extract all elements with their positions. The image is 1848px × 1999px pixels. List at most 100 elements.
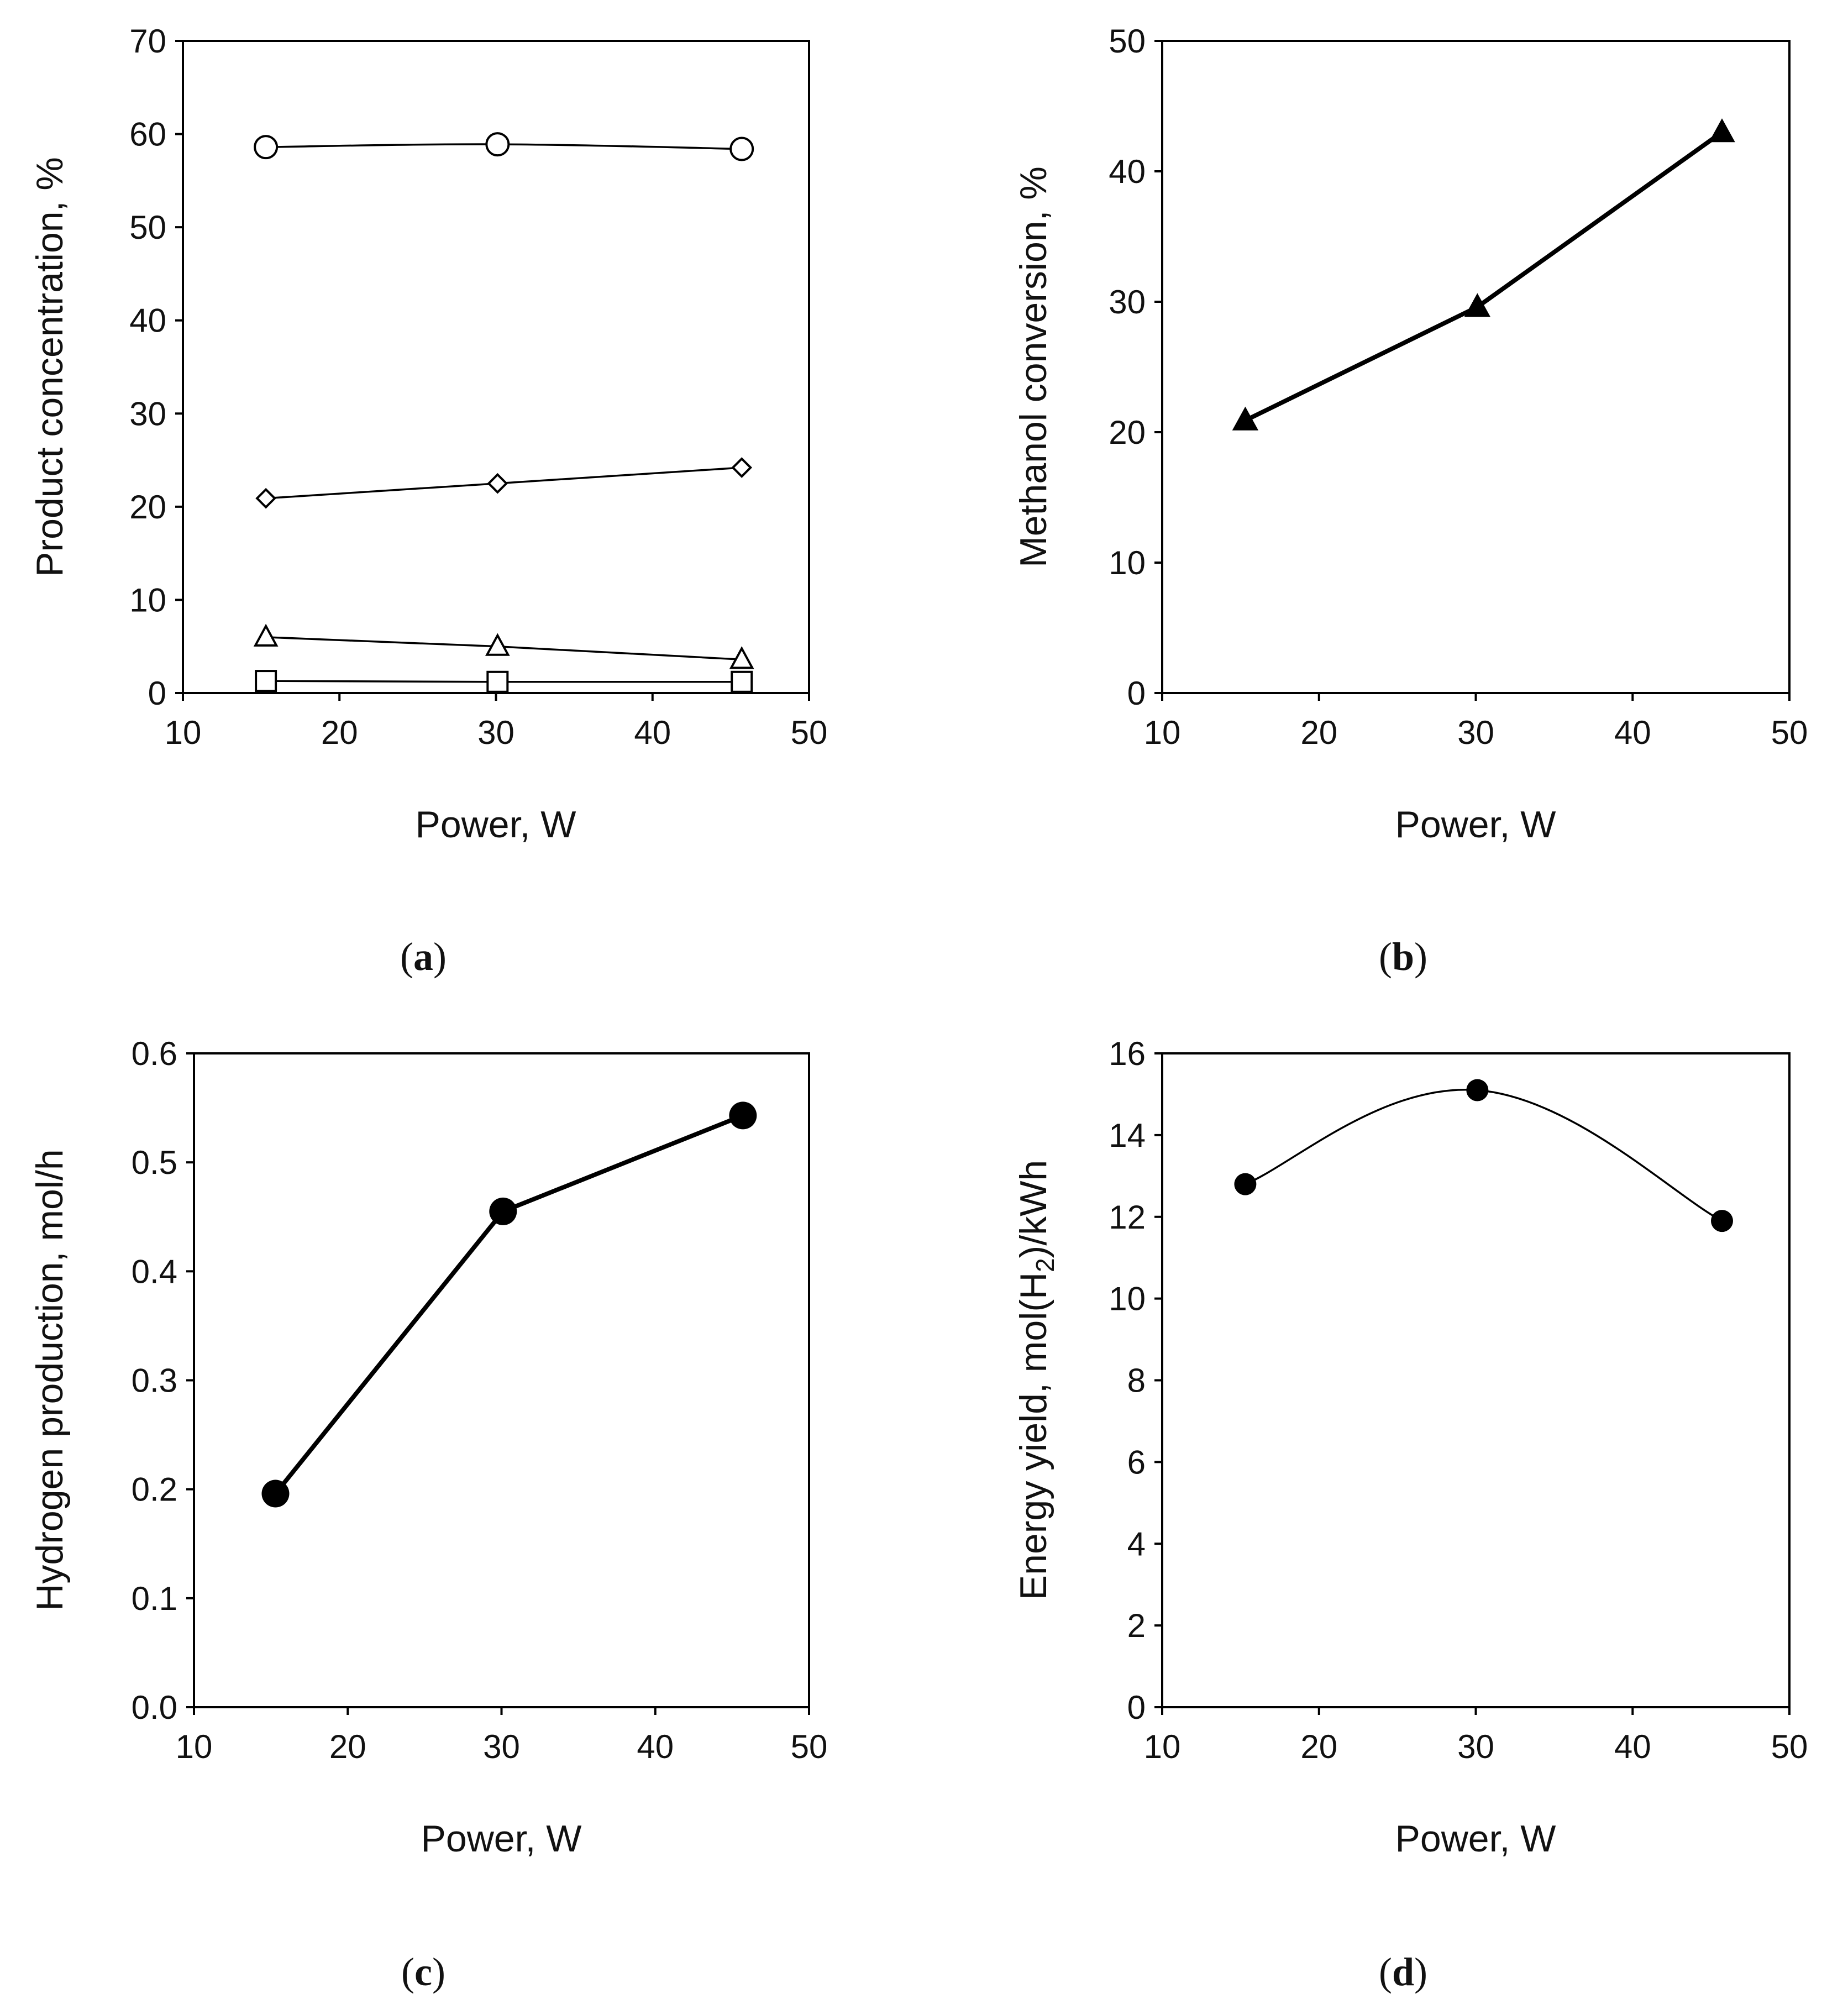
caption-a: (a) (400, 935, 447, 979)
caption-c: (c) (401, 1950, 445, 1994)
x-tick-label: 10 (176, 1728, 213, 1765)
plot-frame-c (193, 1052, 810, 1708)
x-tick-label: 30 (483, 1728, 520, 1765)
x-tick-label: 20 (1300, 714, 1337, 751)
x-tick-label: 30 (1457, 714, 1494, 751)
y-tick-label: 8 (1127, 1362, 1146, 1399)
x-axis-label-b: Power, W (1395, 804, 1556, 846)
data-point-a-3-2 (731, 670, 753, 693)
x-tick-label: 20 (321, 714, 358, 751)
x-tick-label: 30 (477, 714, 514, 751)
data-point-b-0-2 (1709, 118, 1735, 143)
data-point-a-1-0 (255, 487, 276, 509)
panel-c: 10 20 30 40 50 0.0 0.1 0.2 0.3 0.4 0.5 0.6 Power, W… (29, 1035, 827, 1994)
x-tick-label: 50 (791, 714, 828, 751)
y-tick-label: 40 (1109, 153, 1146, 190)
y-axis-label-a: Product concentration, % (29, 157, 71, 577)
y-axis-label-d-end: )/kWh (1012, 1160, 1054, 1258)
y-axis-label-d-main: Energy yield, mol(H (1012, 1272, 1054, 1600)
y-tick-label: 30 (1109, 284, 1146, 321)
data-point-a-2-2 (729, 646, 754, 669)
y-tick-label: 40 (129, 302, 166, 339)
y-tick-label: 10 (129, 581, 166, 618)
y-tick-label: 60 (129, 116, 166, 153)
y-tick-label: 14 (1109, 1117, 1146, 1154)
x-tick-label: 50 (791, 1728, 828, 1765)
y-tick-label: 10 (1109, 1281, 1146, 1318)
x-axis-label-d: Power, W (1395, 1818, 1556, 1860)
y-tick-label: 30 (129, 395, 166, 432)
data-point-a-3-1 (486, 670, 509, 693)
data-point-a-1-1 (487, 473, 508, 494)
caption-letter-d: d (1392, 1950, 1414, 1994)
y-tick-label: 0.4 (132, 1253, 177, 1290)
plot-frame-b (1161, 40, 1791, 694)
x-tick-label: 10 (1144, 714, 1181, 751)
y-axis-label-d: Energy yield, mol(H2)/kWh (1012, 1160, 1059, 1600)
x-axis-label-a: Power, W (416, 804, 576, 846)
x-tick-label: 40 (634, 714, 671, 751)
y-tick-label: 16 (1109, 1035, 1146, 1072)
series-line-d-0 (1245, 1088, 1723, 1222)
data-point-a-0-0 (254, 135, 279, 160)
y-tick-label: 0.0 (132, 1689, 177, 1726)
y-tick-label: 50 (1109, 23, 1146, 60)
x-tick-label: 20 (329, 1728, 366, 1765)
y-tick-label: 20 (129, 489, 166, 526)
data-point-c-0-2 (729, 1101, 757, 1130)
data-point-d-0-2 (1710, 1210, 1733, 1232)
x-tick-label: 40 (1614, 1728, 1651, 1765)
y-tick-label: 4 (1127, 1525, 1146, 1562)
x-tick-label: 10 (165, 714, 202, 751)
data-point-a-1-2 (731, 457, 753, 478)
series-b (1232, 118, 1735, 431)
caption-letter-b: b (1392, 935, 1414, 979)
y-tick-label: 70 (129, 23, 166, 60)
data-point-a-3-0 (255, 670, 277, 692)
y-tick-label: 20 (1109, 414, 1146, 451)
caption-d: (d) (1379, 1950, 1427, 1994)
y-tick-label: 0.5 (132, 1144, 177, 1181)
series-c (261, 1101, 757, 1508)
data-point-d-0-0 (1234, 1173, 1257, 1195)
ticks-d: 10 20 30 40 50 0 2 4 6 8 10 12 14 16 (1109, 1035, 1808, 1765)
data-point-a-0-2 (729, 137, 754, 161)
data-point-b-0-1 (1464, 293, 1491, 317)
data-point-d-0-1 (1466, 1079, 1489, 1101)
x-axis-label-c: Power, W (421, 1818, 582, 1860)
y-tick-label: 12 (1109, 1199, 1146, 1236)
series-a (253, 132, 754, 693)
y-tick-label: 2 (1127, 1607, 1146, 1644)
y-axis-label-b: Methanol conversion, % (1012, 166, 1054, 568)
series-d (1234, 1079, 1733, 1232)
data-point-c-0-0 (261, 1479, 290, 1508)
data-point-a-2-1 (485, 633, 510, 656)
x-tick-label: 40 (1614, 714, 1651, 751)
y-tick-label: 6 (1127, 1444, 1146, 1481)
data-point-a-0-1 (485, 132, 510, 157)
y-tick-label: 10 (1109, 544, 1146, 581)
x-tick-label: 40 (637, 1728, 674, 1765)
y-tick-label: 0.1 (132, 1580, 177, 1617)
y-tick-label: 0.3 (132, 1362, 177, 1399)
x-tick-label: 30 (1457, 1728, 1494, 1765)
caption-letter-a: a (413, 935, 433, 979)
y-axis-label-c: Hydrogen production, mol/h (29, 1149, 71, 1610)
data-point-c-0-1 (489, 1197, 517, 1225)
y-tick-label: 0 (1127, 675, 1146, 712)
x-tick-label: 50 (1771, 714, 1808, 751)
y-tick-label: 0.2 (132, 1471, 177, 1508)
plot-frame-d (1161, 1052, 1791, 1708)
y-tick-label: 0 (148, 675, 166, 712)
data-point-b-0-0 (1232, 406, 1259, 431)
caption-letter-c: c (414, 1950, 432, 1994)
series-line-c-0 (274, 1113, 744, 1496)
panel-d: 10 20 30 40 50 0 2 4 6 8 10 12 14 16 Power, W Energy … (1012, 1035, 1808, 1994)
y-axis-label-d-sub: 2 (1031, 1258, 1059, 1272)
x-tick-label: 50 (1771, 1728, 1808, 1765)
x-tick-label: 20 (1300, 1728, 1337, 1765)
